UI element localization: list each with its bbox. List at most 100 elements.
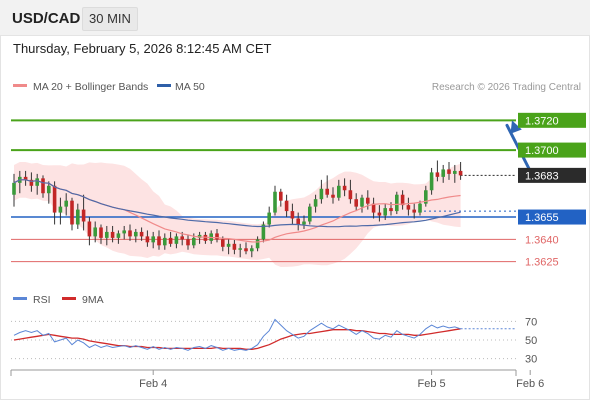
candle-body [47,185,51,194]
credit-text: Research © 2026 Trading Central [432,82,581,93]
candle-body [105,231,109,238]
rsi-ma-legend-label: 9MA [82,294,104,306]
candle-body [366,197,370,204]
candle-body [284,200,289,212]
level-label-1.3625: 1.3625 [525,257,559,269]
candle-body [250,248,254,252]
candle-body [134,231,138,237]
candle-body [139,231,144,237]
rsi-tick-30: 30 [525,354,537,366]
candle-body [41,178,45,194]
candle-body [93,227,97,237]
candle-body [383,208,387,216]
candle-body [453,170,457,174]
candle-body [168,237,173,244]
candle-body [12,182,16,195]
candle-body [441,169,445,177]
legend-label-ma20: MA 20 + Bollinger Bands [33,81,148,93]
legend-swatch-ma50 [157,84,171,87]
bollinger-band [14,162,461,267]
level-label-bg-1.3683 [518,167,586,183]
ma50-line [13,179,461,228]
candle-body [29,179,34,186]
candle-body [360,197,364,207]
level-label-1.3640: 1.3640 [525,234,559,246]
moving-averages [13,179,461,243]
candle-body [58,206,63,213]
rsi-tick-50: 50 [525,335,537,347]
rsi-legend-swatch [13,297,27,300]
bollinger-band-fill [14,162,461,267]
candle-body [371,203,376,213]
candle-body [221,239,225,247]
candle-body [128,230,132,237]
candle-body [261,224,266,240]
candle-body [319,188,324,200]
projection-arrow-head [510,120,522,134]
candle-body [395,194,399,212]
candle-body [244,248,248,252]
candle-body [389,208,393,212]
x-axis: Feb 4 Feb 5 Feb 6 [10,369,544,390]
legend-label-ma50: MA 50 [175,81,205,93]
candle-body [81,209,86,222]
candle-body [424,190,428,204]
candle-body [435,172,440,177]
x-tick-label-Feb 6: Feb 6 [516,378,544,390]
candle-body [23,176,28,180]
candle-body [232,243,237,250]
candle-body [116,233,121,238]
level-label-1.3700: 1.3700 [525,145,559,157]
candle-body [418,203,422,213]
symbol-title: USD/CAD [12,10,81,27]
candle-body [122,230,126,234]
x-tick-label-Feb 5: Feb 5 [418,378,446,390]
candle-body [76,209,80,225]
candle-body [238,248,242,250]
candle-body [186,239,190,246]
candle-body [308,206,312,222]
candle-body [203,234,208,241]
candle-body [174,236,179,244]
candle-body [110,231,115,238]
candle-body [348,190,353,200]
candle-body [337,185,341,198]
candle-body [226,243,231,247]
candle-body [35,178,39,186]
candle-body [70,200,74,225]
level-lines [11,119,516,263]
candle-body [412,209,416,213]
timeframe-button[interactable]: 30 MIN [82,7,138,31]
candle-body [331,194,335,198]
candle-body [400,194,405,206]
candle-body [354,199,358,207]
level-label-1.3720: 1.3720 [525,115,559,127]
candle-body [87,221,92,237]
rsi-tick-70: 70 [525,316,537,328]
datetime-label: Thursday, February 5, 2026 8:12:45 AM CE… [13,41,272,56]
candle-body [273,191,277,213]
legend: MA 20 + Bollinger Bands MA 50 Research ©… [13,81,581,93]
level-label-bg-1.3655 [518,209,586,225]
candle-body [99,227,103,238]
header-bar: USD/CAD 30 MIN [0,0,590,36]
candle-body [377,212,382,216]
rsi-ma-legend-swatch [62,297,76,300]
candle-body [406,205,411,210]
candle-body [429,172,434,191]
candle-body [342,185,347,191]
candle-body [255,239,260,249]
candle-body [197,234,202,238]
candle-body [296,218,300,225]
candle-body [215,233,219,240]
level-label-1.3683: 1.3683 [525,170,559,182]
rsi-line [13,318,461,351]
candle-body [180,236,184,240]
candle-body [267,212,271,225]
candle-body [52,185,57,213]
rsi-lines [13,318,516,351]
candle-body [290,211,295,219]
rsi-ma-line [13,328,461,350]
candle-body [163,237,167,246]
